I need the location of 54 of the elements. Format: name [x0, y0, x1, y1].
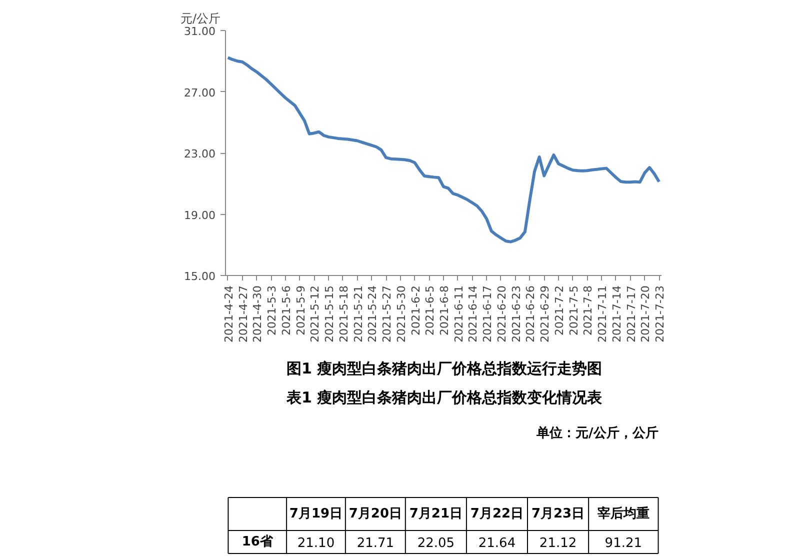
x-tick-label: 2021-5-12	[308, 285, 322, 342]
text: 21.10	[297, 536, 335, 551]
x-tick-label: 2021-5-9	[294, 285, 308, 336]
x-tick-label: 2021-6-26	[524, 285, 538, 342]
x-tick-label: 2021-5-3	[266, 285, 279, 336]
x-tick-label: 2021-7-23	[654, 285, 667, 342]
text: 图1 瘦肉型白条猪肉出厂价格总指数运行走势图	[286, 360, 602, 378]
x-tick-label: 2021-7-14	[610, 285, 624, 342]
y-tick-label: 15.00	[184, 270, 216, 283]
y-axis-title: 元/公斤	[180, 12, 221, 26]
text: 7月23日	[531, 506, 585, 522]
x-tick-label: 2021-6-8	[438, 285, 451, 336]
x-tick-label: 2021-6-14	[466, 285, 480, 342]
x-tick-label: 2021-7-5	[567, 285, 580, 336]
x-tick-label: 2021-4-30	[251, 285, 264, 342]
x-tick-label: 2021-5-21	[352, 285, 365, 342]
x-tick-label: 2021-6-2	[409, 285, 422, 336]
text: 16省	[242, 534, 274, 550]
x-tick-label: 2021-5-15	[323, 285, 336, 342]
text: 91.21	[604, 536, 642, 551]
text: 7月19日	[289, 506, 343, 522]
text: 21.12	[539, 536, 577, 551]
x-tick-label: 2021-7-8	[582, 285, 595, 336]
x-tick-label: 2021-5-18	[337, 285, 350, 342]
text: 宰后均重	[597, 506, 650, 522]
x-tick-label: 2021-4-24	[222, 285, 236, 342]
text: 表1 瘦肉型白条猪肉出厂价格总指数变化情况表	[285, 388, 604, 406]
x-tick-label: 2021-5-24	[366, 285, 380, 342]
text: 单位：元/公斤，公斤	[536, 425, 658, 441]
x-tick-label: 2021-5-30	[394, 285, 408, 342]
x-tick-label: 2021-7-2	[552, 285, 566, 336]
y-tick-label: 19.00	[184, 208, 216, 222]
text: 21.71	[356, 536, 394, 551]
y-tick-label: 23.00	[184, 148, 216, 160]
x-tick-label: 2021-5-6	[280, 285, 293, 336]
x-tick-label: 2021-6-20	[495, 285, 508, 342]
y-tick-label: 31.00	[184, 25, 216, 38]
text: 7月20日	[348, 506, 402, 522]
line-series	[226, 56, 661, 244]
x-tick-label: 2021-4-27	[236, 285, 250, 342]
x-tick-label: 2021-6-29	[538, 285, 552, 342]
x-tick-label: 2021-6-17	[481, 285, 494, 342]
y-tick-label: 27.00	[184, 86, 216, 100]
x-tick-label: 2021-6-5	[424, 285, 437, 336]
x-tick-label: 2021-7-11	[596, 285, 610, 342]
x-tick-label: 2021-5-27	[380, 285, 394, 342]
x-tick-label: 2021-7-17	[624, 285, 638, 342]
x-tick-label: 2021-7-20	[639, 285, 652, 342]
x-tick-label: 2021-6-11	[452, 285, 466, 342]
x-tick-label: 2021-6-23	[510, 285, 523, 342]
text: 21.64	[478, 536, 516, 551]
text: 22.05	[417, 536, 455, 551]
text: 7月21日	[409, 506, 463, 522]
text: 7月22日	[470, 506, 524, 522]
